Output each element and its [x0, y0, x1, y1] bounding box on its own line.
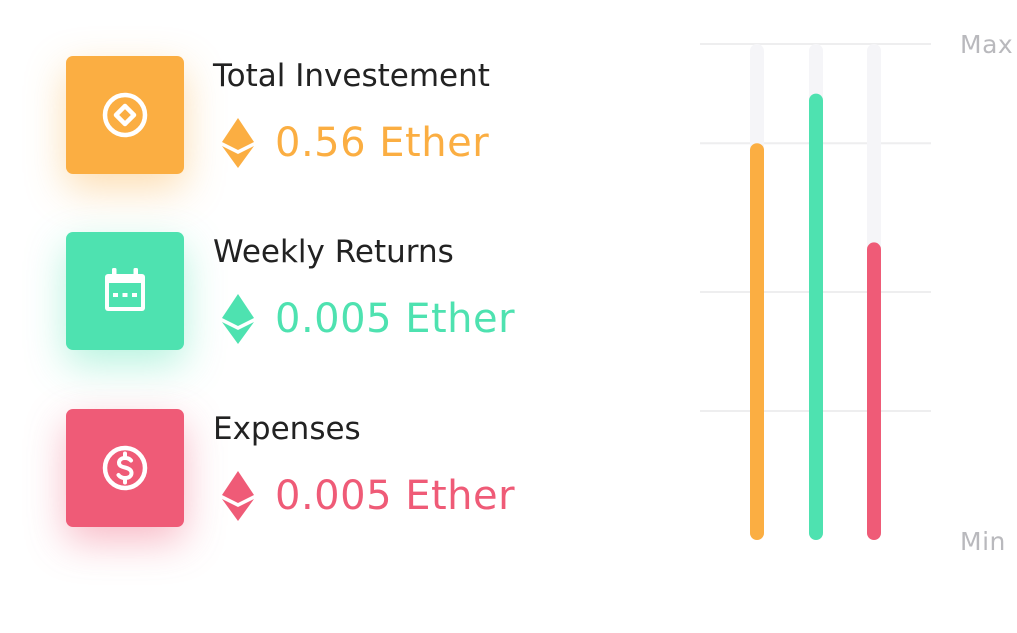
y-axis-max-label: Max — [960, 30, 1014, 59]
bar-3 — [867, 242, 881, 540]
stat-title: Weekly Returns — [213, 234, 454, 270]
stat-value-group: 0.56 Ether — [221, 118, 489, 168]
calendar-icon — [105, 268, 145, 311]
stat-value: 0.005 Ether — [275, 473, 516, 519]
dollar-icon — [102, 445, 148, 491]
bar-chart: Max Min — [700, 30, 1017, 570]
stat-title: Expenses — [213, 411, 361, 447]
stat-title: Total Investement — [213, 58, 490, 94]
ethereum-icon — [222, 118, 254, 168]
stat-row-weekly-returns: Weekly Returns 0.005 Ether — [66, 232, 626, 350]
bar-1 — [750, 143, 764, 540]
bar-chart-svg — [700, 43, 931, 540]
stat-value: 0.56 Ether — [275, 120, 490, 166]
expenses-tile — [66, 409, 184, 527]
coin-diamond-icon — [102, 92, 148, 138]
bar-2 — [809, 93, 823, 540]
ethereum-icon — [222, 294, 254, 344]
stat-value-group: 0.005 Ether — [221, 294, 515, 344]
investment-tile — [66, 56, 184, 174]
weekly-returns-tile — [66, 232, 184, 350]
y-axis-min-label: Min — [960, 527, 1006, 556]
stat-row-investment: Total Investement 0.56 Ether — [66, 56, 626, 174]
stat-value: 0.005 Ether — [275, 296, 516, 342]
stat-row-expenses: Expenses 0.005 Ether — [66, 409, 626, 527]
stat-value-group: 0.005 Ether — [221, 471, 515, 521]
ethereum-icon — [222, 471, 254, 521]
